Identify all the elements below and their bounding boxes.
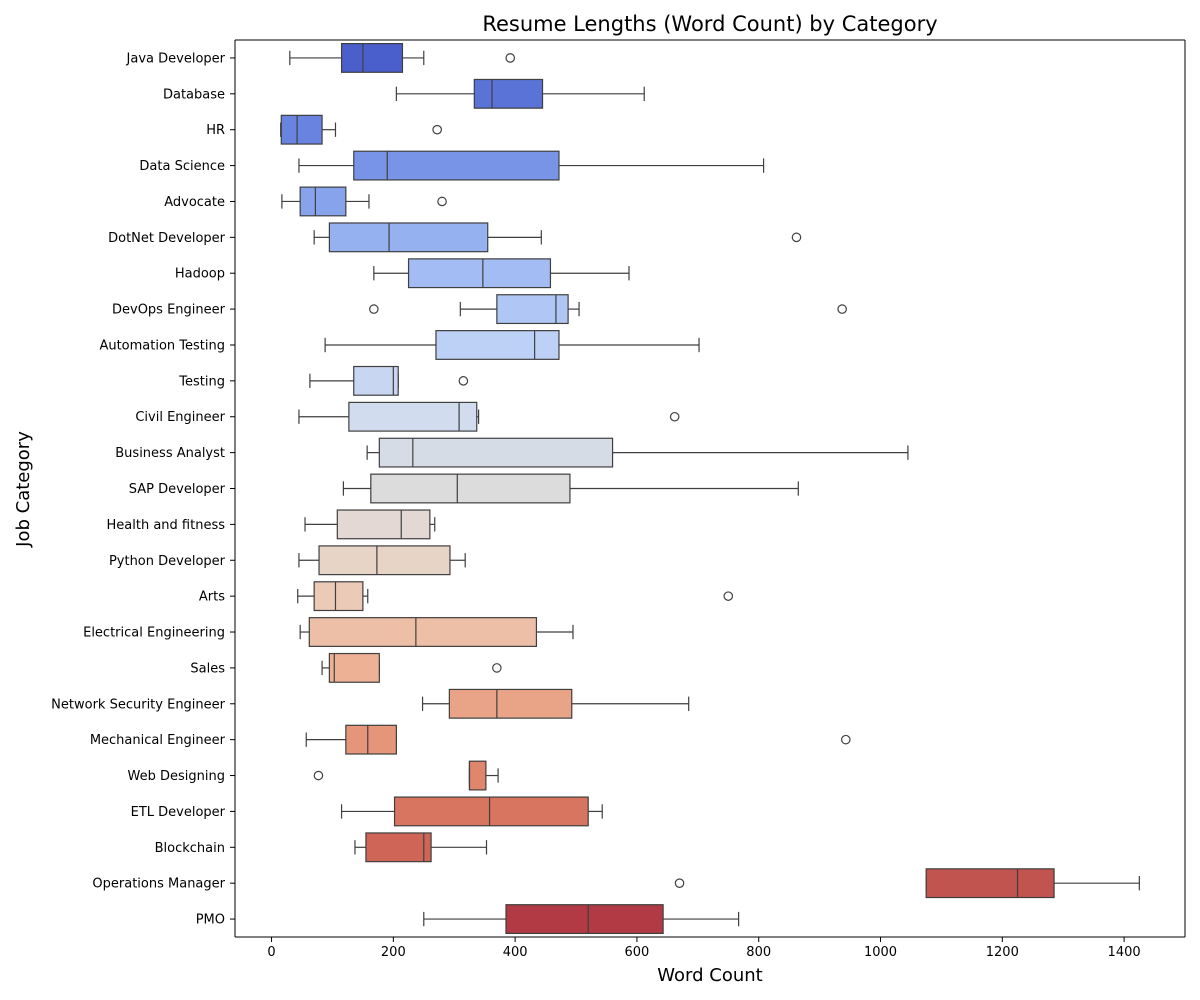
box: [393, 796, 589, 827]
box: [448, 688, 573, 719]
x-tick-label: 800: [746, 945, 771, 960]
x-tick-label: 1400: [1108, 945, 1141, 960]
y-tick-label: Java Developer: [126, 51, 226, 66]
box: [370, 473, 571, 504]
box: [468, 760, 487, 791]
box: [378, 437, 614, 468]
y-tick-label: ETL Developer: [131, 805, 226, 820]
y-tick-label: Automation Testing: [99, 338, 225, 353]
outlier-point: [791, 232, 802, 243]
box: [336, 509, 431, 540]
chart-title: Resume Lengths (Word Count) by Category: [482, 12, 937, 36]
outlier-point: [437, 196, 447, 207]
y-tick-label: Mechanical Engineer: [90, 733, 226, 748]
box: [328, 652, 380, 683]
outlier-point: [674, 878, 685, 888]
box: [407, 258, 552, 289]
y-tick-label: Testing: [178, 374, 225, 389]
outlier-point: [505, 53, 516, 63]
box: [308, 617, 538, 647]
y-tick-label: SAP Developer: [129, 482, 226, 497]
y-tick-label: Hadoop: [175, 267, 225, 282]
outlier-point: [669, 411, 680, 422]
y-tick-label: Operations Manager: [92, 877, 225, 892]
y-tick-label: Database: [163, 87, 225, 102]
y-tick-label: PMO: [196, 913, 225, 928]
y-tick-label: Sales: [190, 661, 225, 676]
outlier-point: [432, 124, 442, 135]
box: [345, 724, 397, 755]
y-tick-label: Data Science: [139, 159, 225, 174]
outlier-point: [458, 376, 469, 386]
box: [435, 330, 560, 360]
y-axis-label: Job Category: [13, 431, 34, 548]
y-tick-label: HR: [206, 123, 225, 138]
y-tick-label: Network Security Engineer: [51, 697, 225, 712]
outlier-point: [492, 663, 502, 673]
box: [313, 581, 364, 612]
x-tick-label: 0: [267, 945, 275, 960]
box: [496, 294, 569, 325]
x-tick-label: 400: [503, 945, 528, 960]
x-tick-label: 600: [625, 945, 650, 960]
box: [348, 401, 478, 432]
y-tick-label: DotNet Developer: [108, 231, 226, 246]
y-tick-label: Blockchain: [155, 841, 225, 856]
box: [353, 365, 399, 396]
box: [505, 904, 664, 935]
y-tick-label: Python Developer: [109, 554, 226, 569]
y-tick-label: DevOps Engineer: [112, 303, 226, 318]
box: [473, 78, 544, 109]
box: [353, 150, 560, 181]
y-tick-label: Health and fitness: [107, 518, 226, 533]
y-tick-label: Civil Engineer: [135, 410, 225, 425]
outlier-point: [723, 591, 734, 601]
outlier-point: [837, 304, 847, 314]
y-tick-label: Electrical Engineering: [83, 626, 225, 641]
box: [925, 868, 1055, 899]
x-tick-label: 200: [381, 945, 406, 960]
x-tick-label: 1200: [986, 945, 1019, 960]
y-tick-label: Web Designing: [128, 769, 225, 784]
outlier-point: [369, 304, 379, 314]
box: [299, 186, 347, 217]
box: [280, 114, 323, 145]
outlier-point: [841, 734, 851, 745]
box: [328, 222, 489, 253]
y-tick-label: Business Analyst: [115, 446, 225, 461]
outlier-point: [313, 770, 324, 781]
plot-area: 0 200 400 600 800 1000 1200 1400 Java Developer D…: [51, 39, 1186, 960]
box: [365, 832, 432, 863]
box: [340, 42, 404, 73]
box: [318, 545, 451, 576]
x-tick-label: 1000: [864, 945, 897, 960]
y-tick-label: Advocate: [164, 195, 225, 210]
y-tick-label: Arts: [199, 590, 225, 605]
x-axis-label: Word Count: [657, 965, 762, 986]
